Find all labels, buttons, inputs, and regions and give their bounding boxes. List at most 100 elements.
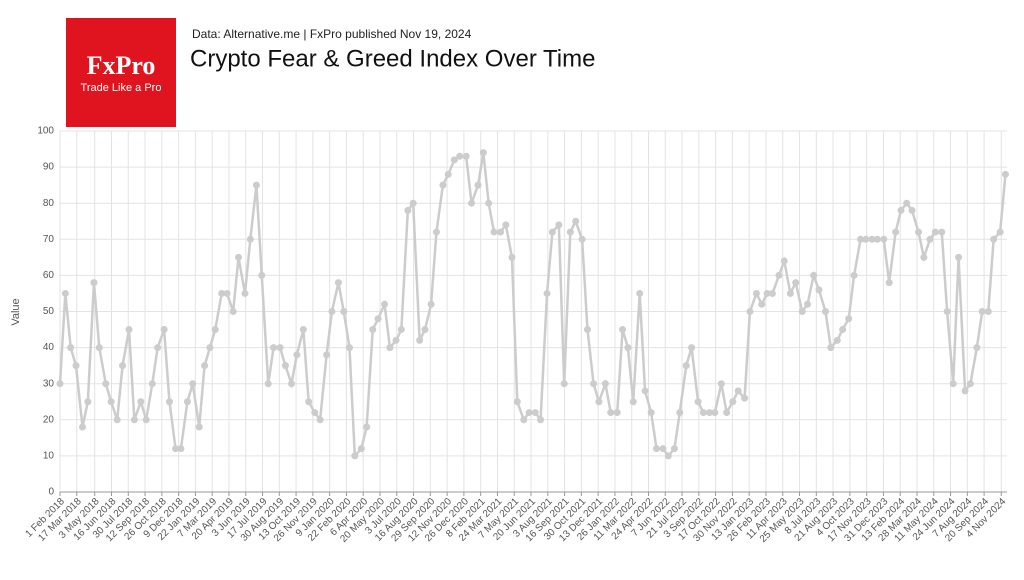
data-point bbox=[189, 380, 197, 388]
data-point bbox=[624, 344, 632, 352]
data-point bbox=[537, 416, 545, 424]
data-point bbox=[211, 326, 219, 334]
data-point bbox=[938, 228, 946, 236]
data-point bbox=[595, 398, 603, 406]
data-point bbox=[647, 409, 655, 417]
data-point bbox=[711, 409, 719, 417]
data-point bbox=[374, 315, 382, 323]
data-point bbox=[206, 344, 214, 352]
data-point bbox=[386, 344, 394, 352]
data-point bbox=[513, 398, 521, 406]
data-point bbox=[926, 235, 934, 243]
data-point bbox=[943, 308, 951, 315]
data-point bbox=[659, 445, 667, 453]
data-point bbox=[810, 271, 818, 279]
data-point bbox=[172, 445, 180, 453]
data-point bbox=[107, 398, 115, 406]
y-tick-label: 0 bbox=[48, 487, 54, 498]
y-tick-label: 60 bbox=[43, 270, 55, 281]
data-point bbox=[113, 416, 121, 424]
data-point bbox=[572, 217, 580, 225]
data-point bbox=[416, 336, 424, 344]
data-point bbox=[652, 445, 660, 453]
data-point bbox=[142, 416, 150, 424]
data-point bbox=[154, 344, 162, 352]
logo-tagline: Trade Like a Pro bbox=[81, 82, 162, 94]
y-tick-label: 10 bbox=[43, 451, 55, 462]
data-point bbox=[183, 398, 191, 406]
data-point bbox=[462, 152, 470, 160]
data-point bbox=[520, 416, 528, 424]
data-point bbox=[369, 326, 377, 334]
data-point bbox=[450, 156, 458, 164]
data-point bbox=[984, 308, 992, 315]
data-point bbox=[699, 409, 707, 417]
data-point bbox=[328, 308, 336, 315]
data-point bbox=[1001, 170, 1009, 178]
data-point bbox=[903, 199, 911, 207]
data-point bbox=[79, 423, 87, 431]
data-point bbox=[351, 452, 359, 460]
data-point bbox=[833, 336, 841, 344]
data-point bbox=[578, 235, 586, 243]
data-point bbox=[931, 228, 939, 236]
data-point bbox=[815, 286, 823, 294]
data-point bbox=[850, 271, 858, 279]
data-point bbox=[130, 416, 138, 424]
data-point bbox=[502, 221, 510, 229]
data-point bbox=[915, 228, 923, 236]
data-point bbox=[293, 351, 301, 359]
data-point bbox=[780, 257, 788, 265]
data-point bbox=[619, 326, 627, 334]
data-point bbox=[763, 289, 771, 297]
data-point bbox=[955, 253, 963, 261]
data-point bbox=[316, 416, 324, 424]
data-point bbox=[897, 206, 905, 214]
data-point bbox=[641, 387, 649, 395]
data-point bbox=[868, 235, 876, 243]
data-point bbox=[90, 279, 98, 287]
data-point bbox=[636, 289, 644, 297]
data-point bbox=[758, 300, 766, 308]
data-point bbox=[885, 279, 893, 287]
data-point bbox=[880, 235, 888, 243]
data-point bbox=[746, 308, 754, 315]
chart-subtitle: Data: Alternative.me | FxPro published N… bbox=[192, 27, 472, 41]
data-point bbox=[531, 409, 539, 417]
y-tick-label: 70 bbox=[43, 234, 55, 245]
data-point bbox=[165, 398, 173, 406]
data-point bbox=[246, 235, 254, 243]
data-point bbox=[305, 398, 313, 406]
data-point bbox=[252, 181, 260, 189]
data-point bbox=[682, 362, 690, 370]
data-point bbox=[234, 253, 242, 261]
data-point bbox=[270, 344, 278, 352]
data-point bbox=[288, 380, 296, 388]
data-point bbox=[218, 289, 226, 297]
data-point bbox=[56, 380, 64, 388]
data-point bbox=[996, 228, 1004, 236]
data-point bbox=[804, 300, 812, 308]
data-point bbox=[439, 181, 447, 189]
data-point bbox=[404, 206, 412, 214]
data-point bbox=[264, 380, 272, 388]
data-point bbox=[798, 308, 806, 315]
data-point bbox=[583, 326, 591, 334]
chart-title: Crypto Fear & Greed Index Over Time bbox=[190, 45, 595, 72]
data-point bbox=[508, 253, 516, 261]
data-point bbox=[548, 228, 556, 236]
y-tick-label: 30 bbox=[43, 378, 55, 389]
y-tick-label: 100 bbox=[37, 126, 54, 137]
data-point bbox=[357, 445, 365, 453]
data-point bbox=[694, 398, 702, 406]
y-tick-label: 50 bbox=[43, 306, 55, 317]
data-point bbox=[427, 300, 435, 308]
data-point bbox=[345, 344, 353, 352]
y-tick-label: 80 bbox=[43, 198, 55, 209]
data-point bbox=[525, 409, 533, 417]
data-point bbox=[555, 221, 563, 229]
data-point bbox=[148, 380, 156, 388]
data-point bbox=[311, 409, 319, 417]
data-point bbox=[839, 326, 847, 334]
